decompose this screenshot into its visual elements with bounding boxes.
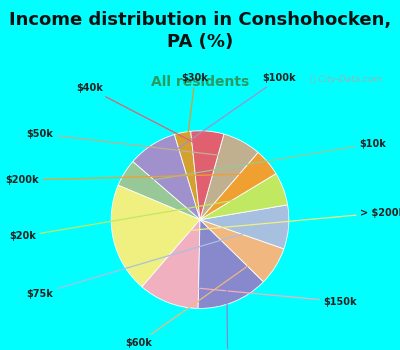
Text: $200k: $200k [6, 174, 252, 185]
Text: $30k: $30k [182, 74, 208, 147]
Text: $10k: $10k [142, 139, 386, 182]
Text: All residents: All residents [151, 75, 249, 89]
Wedge shape [142, 220, 200, 308]
Wedge shape [174, 131, 200, 220]
Wedge shape [200, 205, 289, 249]
Text: Income distribution in Conshohocken,
PA (%): Income distribution in Conshohocken, PA … [9, 11, 391, 51]
Text: $75k: $75k [27, 226, 268, 299]
Text: $100k: $100k [164, 74, 296, 159]
Wedge shape [118, 162, 200, 220]
Text: $20k: $20k [9, 195, 264, 241]
Wedge shape [200, 134, 258, 220]
Text: $40k: $40k [76, 83, 204, 148]
Wedge shape [133, 135, 200, 220]
Text: > $200k: > $200k [134, 208, 400, 236]
Wedge shape [200, 152, 276, 220]
Wedge shape [200, 174, 288, 220]
Text: ⓘ City-Data.com: ⓘ City-Data.com [310, 75, 382, 84]
Text: $60k: $60k [125, 259, 258, 348]
Wedge shape [111, 185, 200, 287]
Text: $50k: $50k [27, 129, 231, 157]
Text: $150k: $150k [177, 286, 357, 307]
Text: $125k: $125k [211, 288, 244, 350]
Wedge shape [198, 220, 264, 308]
Wedge shape [191, 131, 224, 220]
Wedge shape [200, 220, 284, 282]
